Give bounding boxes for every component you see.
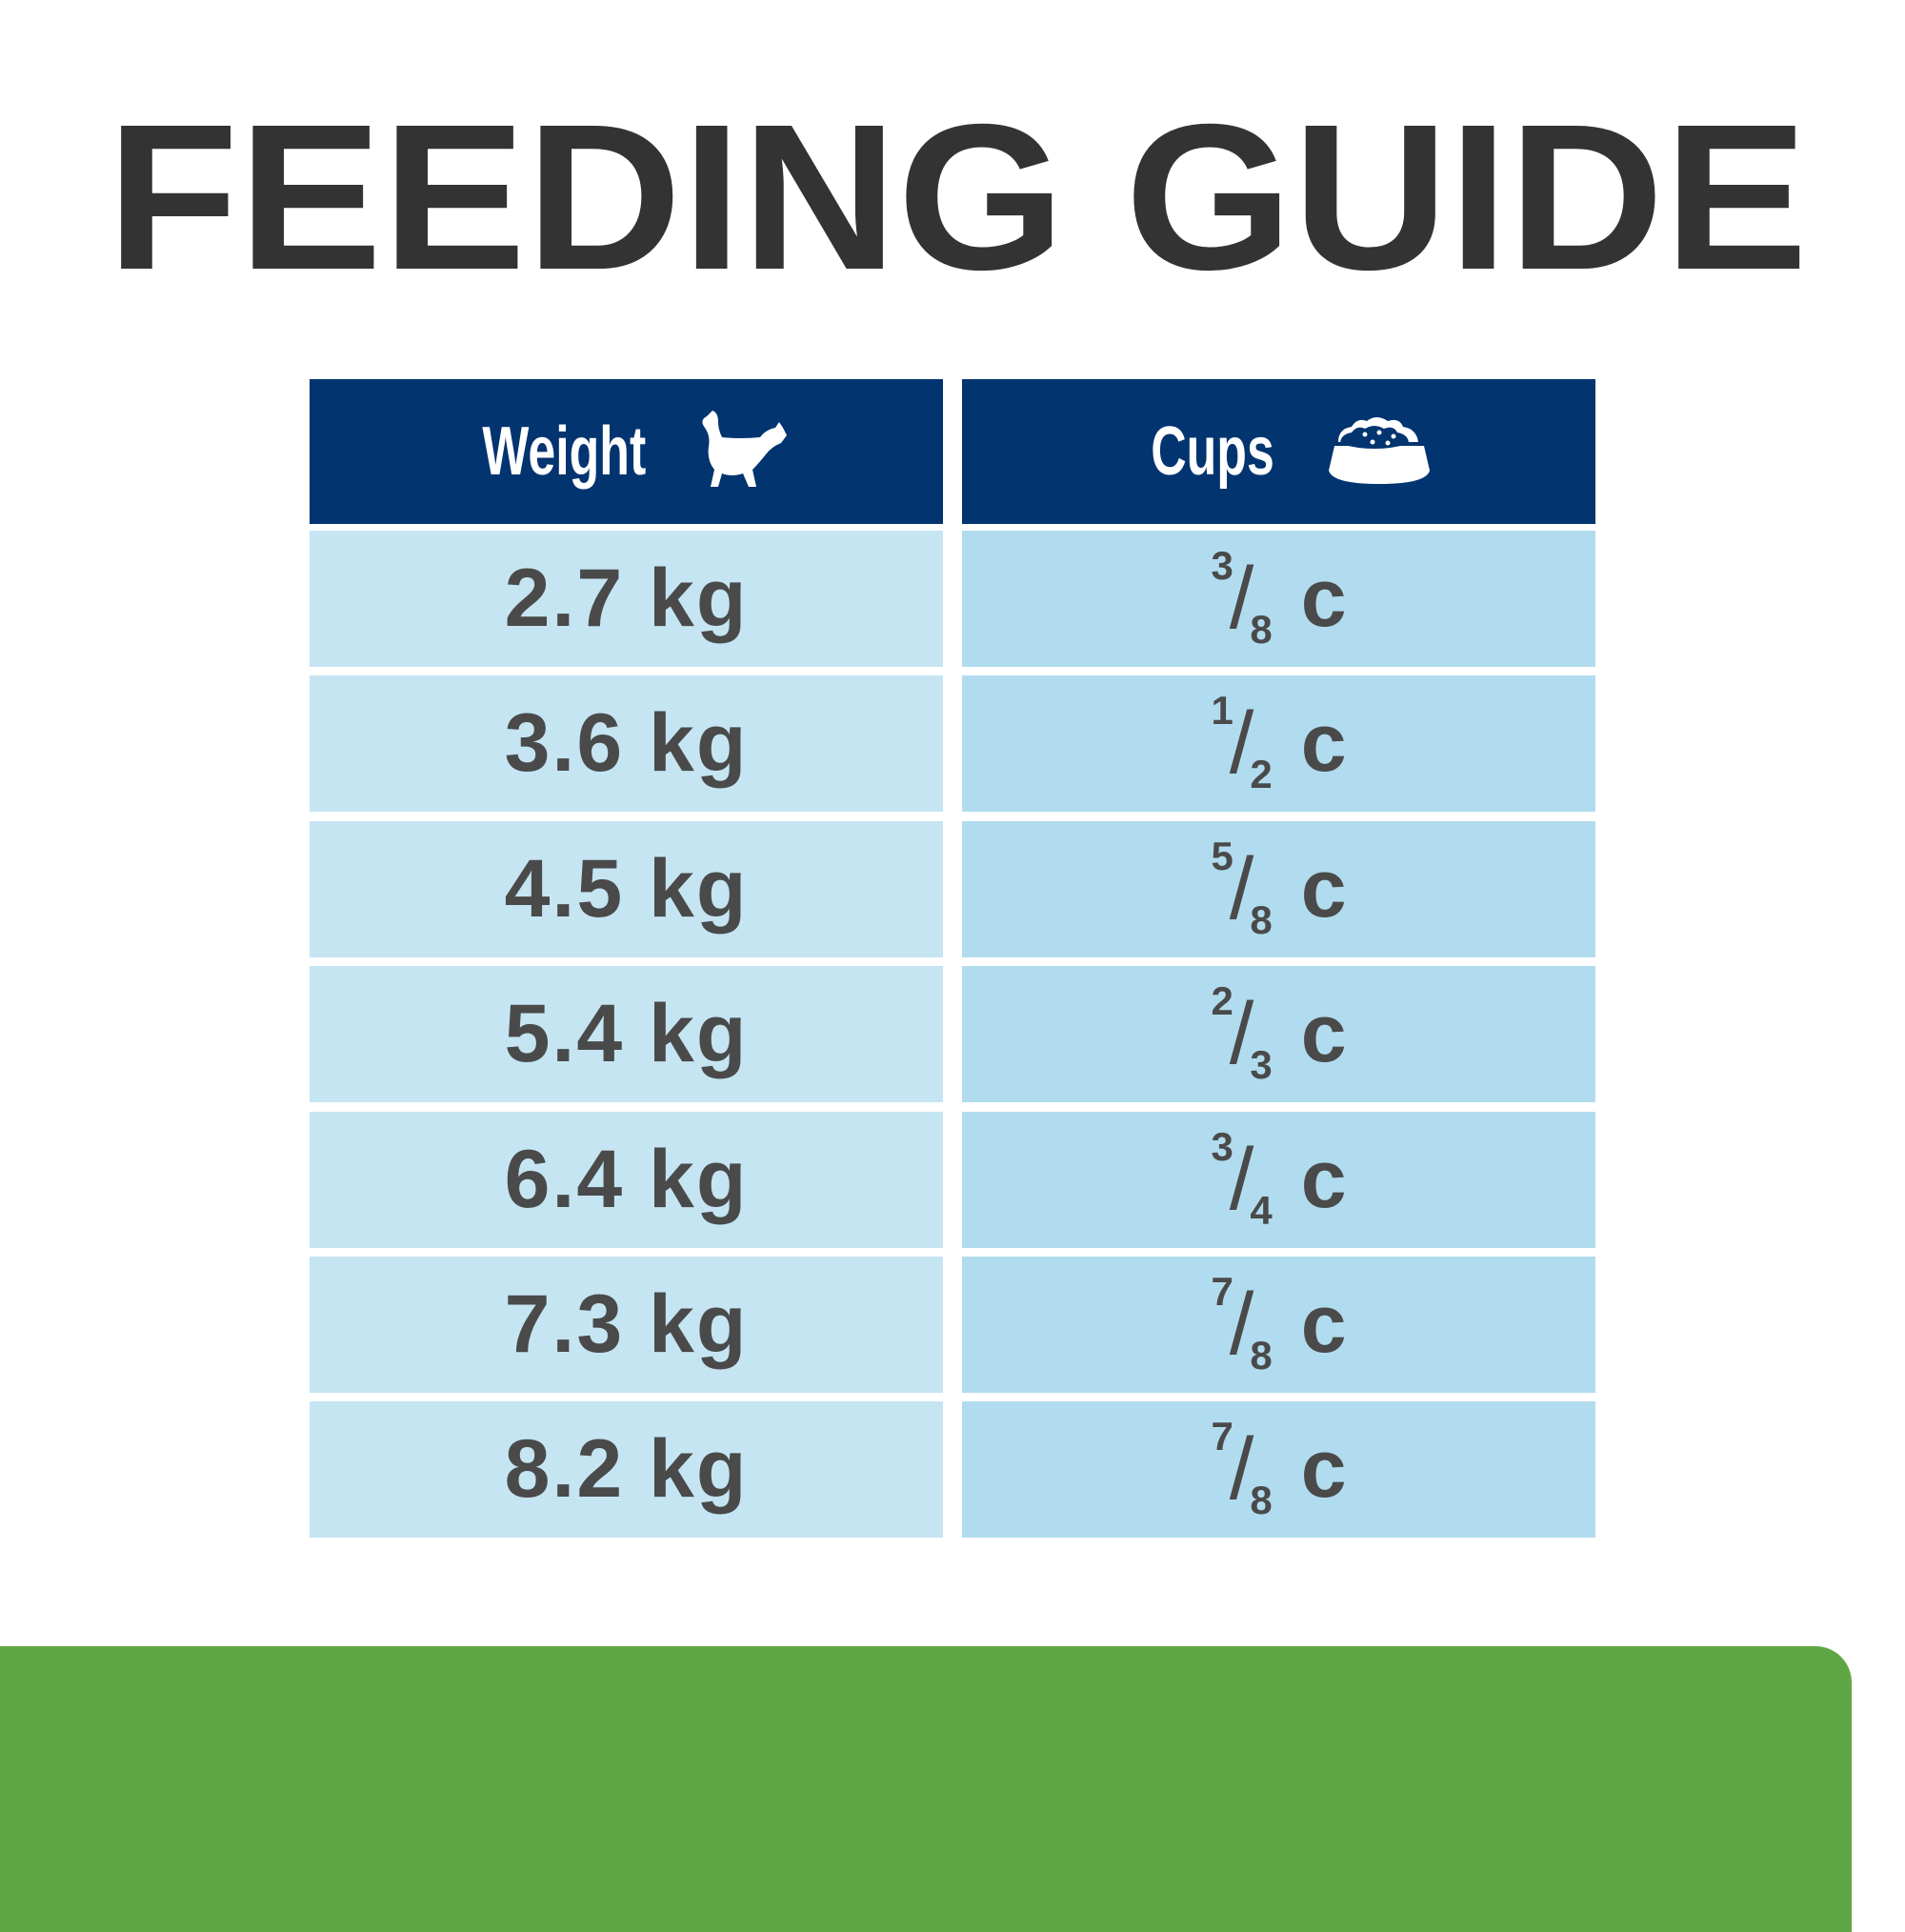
weight-cell: 2.7 kg (310, 531, 943, 667)
fraction-numerator: 2 (1211, 978, 1233, 1024)
weight-cell: 6.4 kg (310, 1111, 943, 1248)
fraction-slash: / (1229, 1276, 1254, 1373)
fraction-denominator: 8 (1250, 1333, 1273, 1378)
fraction-slash: / (1229, 1130, 1254, 1228)
fraction-slash: / (1229, 985, 1254, 1083)
cups-cell: 3 / 8 c (962, 531, 1595, 667)
fraction-slash: / (1229, 1420, 1254, 1519)
cups-cell: 3 / 4 c (962, 1111, 1595, 1248)
cups-unit: c (1300, 842, 1347, 935)
cups-fraction: 7 / 8 (1211, 1269, 1272, 1378)
weight-cell: 7.3 kg (310, 1257, 943, 1393)
cups-unit: c (1300, 1133, 1347, 1225)
weight-value: 6.4 kg (504, 1133, 749, 1225)
fraction-numerator: 7 (1211, 1269, 1233, 1314)
cups-fraction: 3 / 8 (1211, 543, 1272, 652)
weight-value: 7.3 kg (504, 1278, 749, 1370)
weight-value: 2.7 kg (504, 553, 749, 644)
weight-column-header: Weight (310, 379, 943, 524)
cups-fraction: 2 / 3 (1211, 978, 1272, 1087)
fraction-numerator: 3 (1211, 543, 1233, 588)
cups-unit: c (1300, 1278, 1347, 1370)
cups-fraction: 5 / 8 (1211, 834, 1272, 942)
weight-cell: 4.5 kg (310, 820, 943, 957)
fraction-slash: / (1229, 839, 1254, 937)
fraction-denominator: 8 (1250, 896, 1273, 942)
weight-header-label: Weight (482, 413, 647, 490)
fraction-slash: / (1229, 550, 1254, 647)
weight-value: 4.5 kg (504, 842, 749, 935)
fraction-denominator: 4 (1250, 1187, 1273, 1233)
fraction-numerator: 7 (1211, 1414, 1233, 1459)
cat-icon (702, 411, 787, 487)
fraction-numerator: 3 (1211, 1123, 1233, 1169)
fraction-slash: / (1229, 694, 1254, 793)
weight-value: 8.2 kg (504, 1423, 749, 1516)
cups-column-header: Cups (962, 379, 1595, 524)
cups-cell: 2 / 3 c (962, 966, 1595, 1103)
weight-cell: 3.6 kg (310, 675, 943, 813)
fraction-denominator: 3 (1250, 1042, 1273, 1088)
weight-value: 3.6 kg (504, 697, 749, 790)
cups-unit: c (1300, 1423, 1347, 1516)
cups-unit: c (1300, 553, 1347, 644)
cups-header-label: Cups (1150, 413, 1274, 490)
fraction-denominator: 8 (1250, 1478, 1273, 1523)
fraction-numerator: 1 (1211, 688, 1233, 734)
footer-panel (0, 1646, 1852, 1932)
cups-fraction: 7 / 8 (1211, 1414, 1272, 1522)
cups-cell: 7 / 8 c (962, 1401, 1595, 1539)
cups-unit: c (1300, 988, 1347, 1080)
cups-fraction: 3 / 4 (1211, 1124, 1272, 1233)
cups-cell: 7 / 8 c (962, 1257, 1595, 1393)
fraction-denominator: 2 (1250, 752, 1273, 797)
cups-fraction: 1 / 2 (1211, 688, 1273, 797)
weight-cell: 5.4 kg (310, 966, 943, 1103)
page-title: FEEDING GUIDE (107, 105, 1808, 286)
fraction-denominator: 8 (1250, 607, 1273, 652)
food-bowl-icon (1328, 417, 1430, 484)
fraction-numerator: 5 (1211, 833, 1233, 878)
svg-text:FEEDING GUIDE: FEEDING GUIDE (107, 105, 1808, 286)
weight-value: 5.4 kg (504, 988, 749, 1080)
cups-unit: c (1300, 697, 1347, 790)
weight-cell: 8.2 kg (310, 1401, 943, 1539)
cups-cell: 5 / 8 c (962, 820, 1595, 957)
cups-cell: 1 / 2 c (962, 675, 1595, 813)
